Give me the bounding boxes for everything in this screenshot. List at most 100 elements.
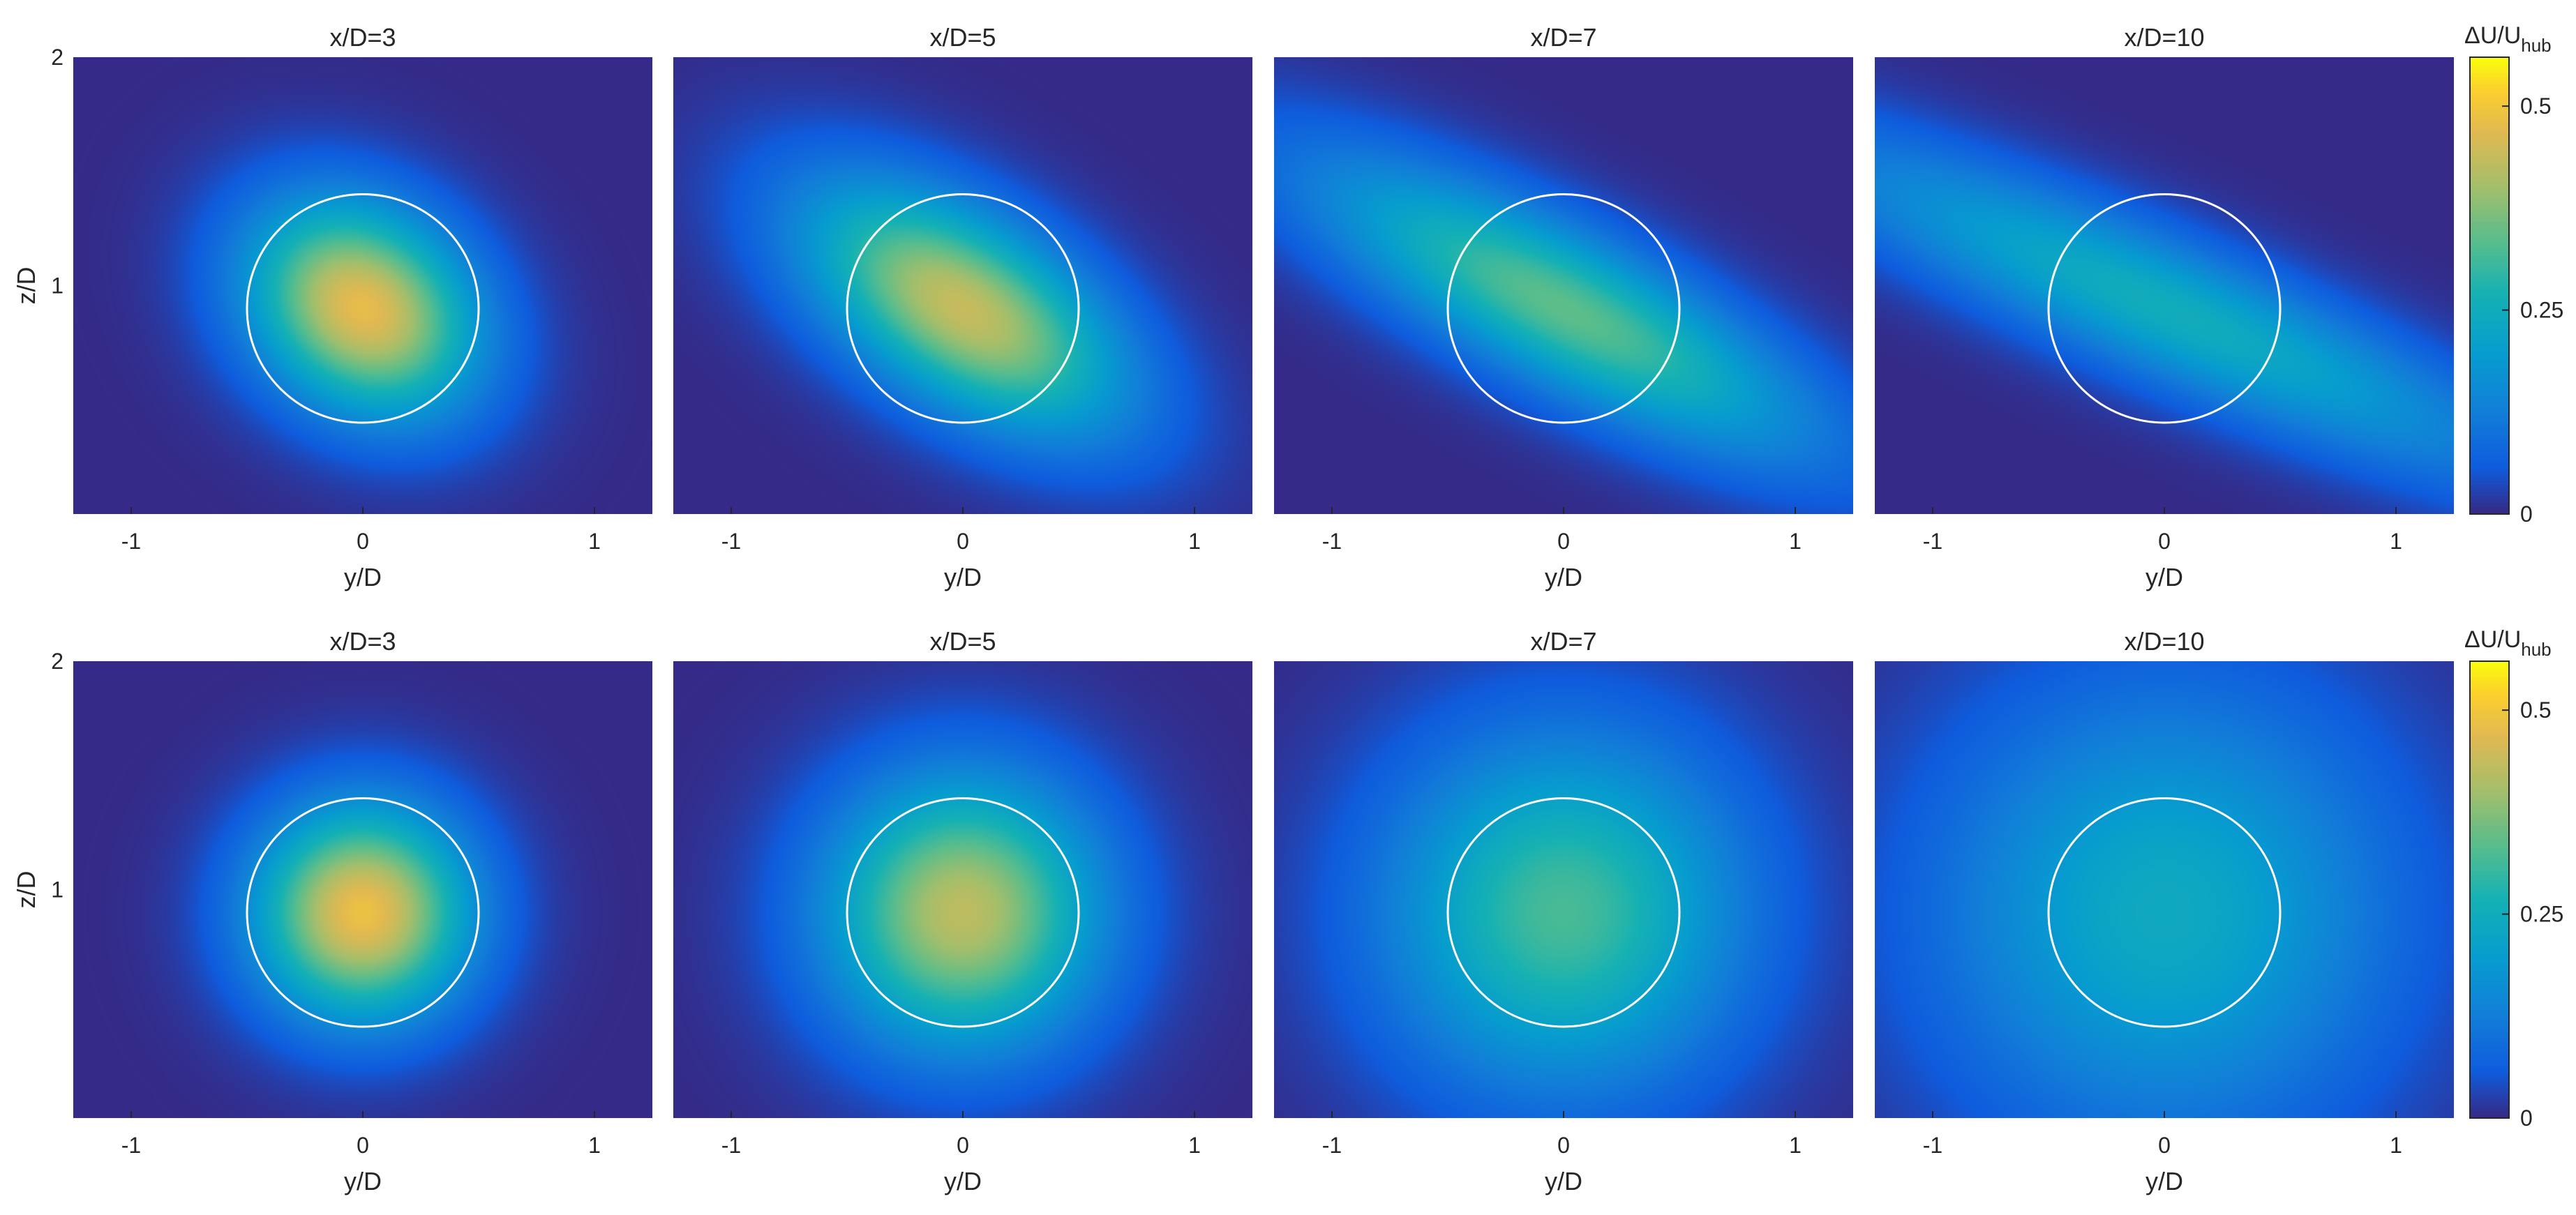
colorbar-segment	[2470, 346, 2509, 352]
colorbar-segment	[2470, 255, 2509, 260]
colorbar-segment	[2470, 844, 2509, 849]
colorbar-segment	[2470, 703, 2509, 708]
colorbar-tick-label: 0.25	[2520, 298, 2563, 323]
x-axis-label: y/D	[344, 563, 382, 591]
colorbar-segment	[2470, 771, 2509, 776]
colorbar-segment	[2470, 289, 2509, 294]
colorbar-segment	[2470, 893, 2509, 898]
colorbar-segment	[2470, 676, 2509, 681]
colorbar-segment	[2470, 699, 2509, 704]
colorbar-segment	[2470, 99, 2509, 104]
colorbar-segment	[2470, 64, 2509, 70]
x-axis-label: y/D	[344, 1167, 382, 1195]
colorbar-segment	[2470, 905, 2509, 910]
colorbar-segment	[2470, 840, 2509, 845]
colorbar-label-main: ΔU/U	[2464, 22, 2521, 49]
colorbar-segment	[2470, 453, 2509, 458]
colorbar-segment	[2470, 764, 2509, 769]
colorbar-segment	[2470, 259, 2509, 264]
colorbar-segment	[2470, 342, 2509, 347]
colorbar-segment	[2470, 384, 2509, 389]
y-tick-label: 2	[51, 649, 63, 674]
colorbar-segment	[2470, 400, 2509, 405]
colorbar-segment	[2470, 194, 2509, 199]
colorbar-segment	[2470, 510, 2509, 515]
colorbar-segment	[2470, 423, 2509, 428]
x-tick-label: 0	[1557, 529, 1570, 554]
colorbar-segment	[2470, 499, 2509, 504]
panel-title: x/D=3	[329, 627, 396, 656]
colorbar-segment	[2470, 928, 2509, 933]
panel-title: x/D=10	[2124, 23, 2204, 52]
colorbar-segment	[2470, 72, 2509, 77]
colorbar-segment	[2470, 730, 2509, 734]
colorbar-segment	[2470, 935, 2509, 940]
colorbar-segment	[2470, 688, 2509, 693]
colorbar-segment	[2470, 266, 2509, 271]
colorbar-segment	[2470, 756, 2509, 761]
heatmap-field	[1875, 661, 2454, 1118]
colorbar-segment	[2470, 981, 2509, 986]
colorbar-segment	[2470, 338, 2509, 344]
x-tick-label: 0	[2158, 1133, 2171, 1158]
x-tick-label: -1	[1923, 1133, 1942, 1158]
colorbar-segment	[2470, 680, 2509, 685]
colorbar-segment	[2470, 1099, 2509, 1103]
colorbar-segment	[2470, 790, 2509, 795]
colorbar-segment	[2470, 205, 2509, 211]
colorbar-segment	[2470, 285, 2509, 290]
colorbar-segment	[2470, 1027, 2509, 1032]
colorbar-segment	[2470, 228, 2509, 233]
colorbar-segment	[2470, 126, 2509, 130]
colorbar-segment	[2470, 209, 2509, 214]
colorbar-segment	[2470, 859, 2509, 864]
colorbar-segment	[2470, 197, 2509, 203]
colorbar-segment	[2470, 806, 2509, 810]
colorbar-segment	[2470, 460, 2509, 465]
colorbar-segment	[2470, 897, 2509, 902]
x-tick-label: 0	[957, 529, 969, 554]
colorbar-segment	[2470, 1106, 2509, 1111]
colorbar-segment	[2470, 954, 2509, 959]
colorbar-segment	[2470, 984, 2509, 990]
x-tick-label: 1	[2390, 1133, 2402, 1158]
colorbar-segment	[2470, 829, 2509, 833]
colorbar-segment	[2470, 312, 2509, 317]
colorbar-segment	[2470, 415, 2509, 420]
rotor-circle	[246, 193, 480, 424]
colorbar-segment	[2470, 1038, 2509, 1043]
colorbar-segment	[2470, 247, 2509, 252]
colorbar-segment	[2470, 278, 2509, 282]
colorbar-segment	[2470, 213, 2509, 218]
colorbar-segment	[2470, 331, 2509, 336]
colorbar-segment	[2470, 745, 2509, 750]
colorbar-segment	[2470, 430, 2509, 435]
colorbar-segment	[2470, 900, 2509, 906]
heatmap-panel: x/D=3 -1 0 1 y/D 1 2 z/D	[12, 627, 652, 1195]
rotor-circle	[2047, 797, 2282, 1028]
colorbar-segment	[2470, 220, 2509, 225]
rotor-circle	[846, 797, 1080, 1028]
heatmap-field	[73, 661, 652, 1118]
colorbar-segment	[2470, 817, 2509, 822]
colorbar-segment	[2470, 293, 2509, 298]
colorbar-segment	[2470, 969, 2509, 974]
colorbar-segment	[2470, 426, 2509, 431]
colorbar-segment	[2470, 106, 2509, 112]
rotor-circle	[1446, 193, 1681, 424]
x-tick-label: -1	[1923, 529, 1942, 554]
colorbar-segment	[2470, 319, 2509, 324]
colorbar-frame	[2469, 56, 2510, 515]
colorbar-segment	[2470, 824, 2509, 829]
colorbar-segment	[2470, 748, 2509, 753]
colorbar-segment	[2470, 874, 2509, 879]
colorbar-segment	[2470, 668, 2509, 674]
colorbar: 0 0.25 0.5 ΔU/Uhub	[2464, 626, 2563, 1131]
panel-title: x/D=7	[1530, 23, 1596, 52]
colorbar-segment	[2470, 753, 2509, 757]
heatmap-panel: x/D=5 -1 0 1 y/D	[673, 23, 1252, 591]
colorbar-segment	[2470, 483, 2509, 488]
x-tick-label: 0	[357, 529, 369, 554]
colorbar-segment	[2470, 487, 2509, 492]
colorbar-tick-label: 0.5	[2520, 93, 2551, 119]
